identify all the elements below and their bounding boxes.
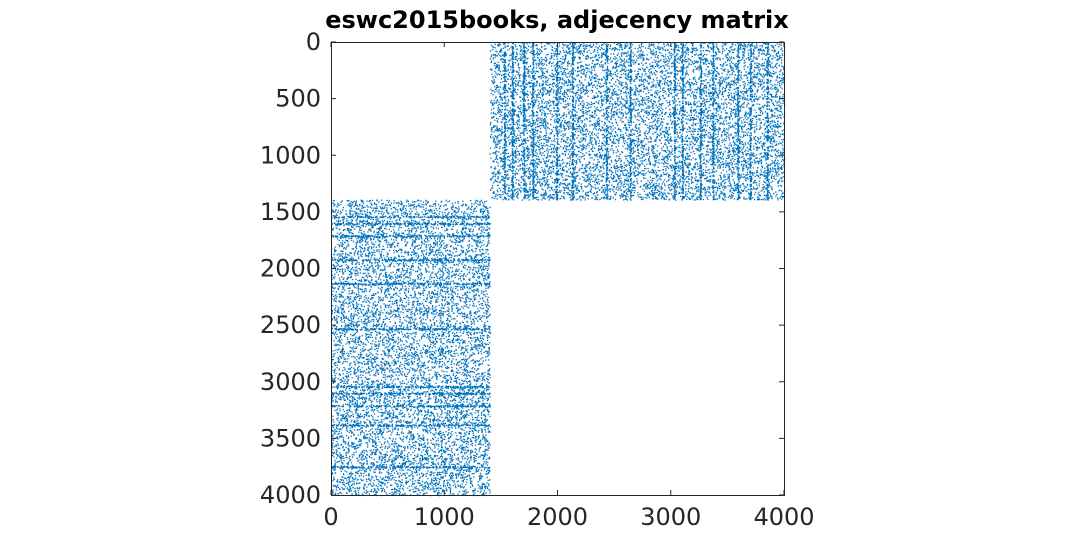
y-tick-label: 500: [275, 85, 321, 113]
x-tick-label: 2000: [527, 503, 588, 531]
y-axis: 0 500 1000 1500 2000 2500 3000 3500 4000: [260, 28, 784, 509]
y-tick-label: 2500: [260, 311, 321, 339]
y-tick-label: 1000: [260, 141, 321, 169]
y-tick-label: 0: [306, 28, 321, 56]
x-tick-label: 3000: [640, 503, 701, 531]
y-tick-label: 4000: [260, 481, 321, 509]
data-points: [331, 42, 786, 497]
x-tick-label: 0: [323, 503, 338, 531]
y-tick-label: 3000: [260, 368, 321, 396]
x-axis: 0 1000 2000 3000 4000: [323, 42, 815, 531]
chart-title: eswc2015books, adjecency matrix: [325, 6, 789, 34]
block-points-1: [489, 42, 786, 201]
x-tick-label: 1000: [414, 503, 475, 531]
y-tick-label: 1500: [260, 198, 321, 226]
y-tick-label: 3500: [260, 424, 321, 452]
block-points-2: [331, 199, 491, 497]
x-tick-label: 4000: [753, 503, 814, 531]
y-tick-label: 2000: [260, 255, 321, 283]
